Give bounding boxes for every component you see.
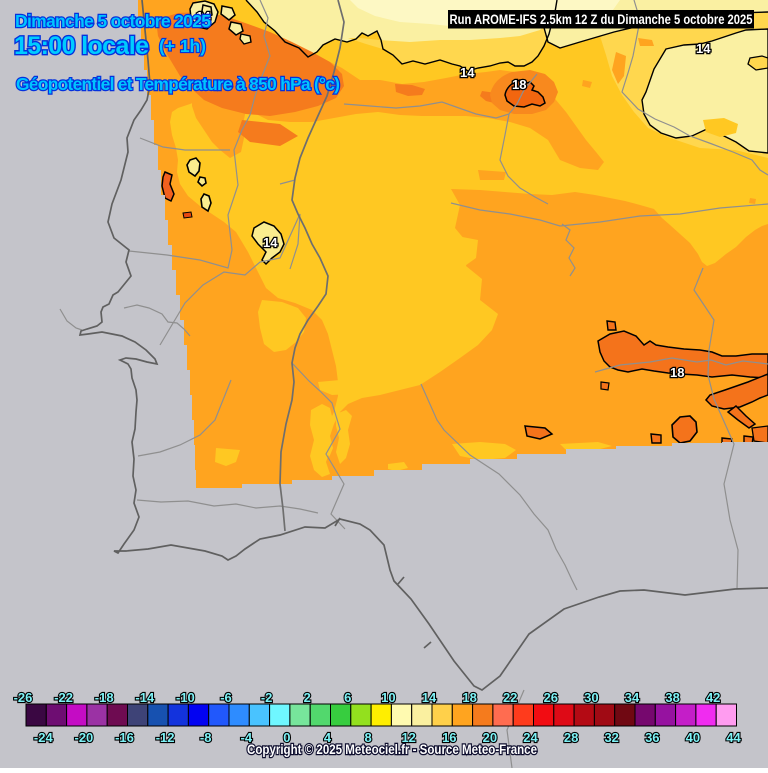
svg-text:6: 6 <box>344 690 351 705</box>
svg-text:38: 38 <box>665 690 679 705</box>
svg-text:-14: -14 <box>135 690 155 705</box>
svg-text:0: 0 <box>283 730 290 745</box>
svg-text:-18: -18 <box>95 690 114 705</box>
svg-text:18: 18 <box>462 690 476 705</box>
svg-text:20: 20 <box>483 730 497 745</box>
svg-text:-26: -26 <box>14 690 33 705</box>
svg-text:-10: -10 <box>176 690 195 705</box>
svg-text:-24: -24 <box>34 730 54 745</box>
svg-text:28: 28 <box>564 730 578 745</box>
svg-text:-8: -8 <box>200 730 212 745</box>
svg-text:-22: -22 <box>54 690 73 705</box>
svg-text:Dimanche 5 octobre 2025: Dimanche 5 octobre 2025 <box>15 11 211 31</box>
svg-text:30: 30 <box>584 690 598 705</box>
svg-text:22: 22 <box>503 690 517 705</box>
svg-text:42: 42 <box>706 690 720 705</box>
svg-text:2: 2 <box>304 690 311 705</box>
svg-text:14: 14 <box>460 65 475 80</box>
svg-text:-6: -6 <box>220 690 232 705</box>
svg-text:Copyright © 2025 Meteociel.fr: Copyright © 2025 Meteociel.fr - Source M… <box>247 742 537 757</box>
svg-text:44: 44 <box>726 730 741 745</box>
svg-text:15:00 locale: 15:00 locale <box>14 32 149 60</box>
svg-text:12: 12 <box>401 730 415 745</box>
svg-text:10: 10 <box>381 690 395 705</box>
svg-text:8: 8 <box>364 730 371 745</box>
svg-text:24: 24 <box>523 730 538 745</box>
svg-text:32: 32 <box>604 730 618 745</box>
svg-text:18: 18 <box>670 365 684 380</box>
svg-text:16: 16 <box>442 730 456 745</box>
svg-text:18: 18 <box>512 77 526 92</box>
svg-text:Géopotentiel et Température à: Géopotentiel et Température à 850 hPa (°… <box>16 74 340 94</box>
svg-text:14: 14 <box>196 9 211 24</box>
svg-text:-16: -16 <box>115 730 134 745</box>
svg-text:-4: -4 <box>241 730 253 745</box>
svg-text:4: 4 <box>324 730 332 745</box>
svg-text:34: 34 <box>625 690 640 705</box>
svg-text:26: 26 <box>544 690 558 705</box>
svg-text:36: 36 <box>645 730 659 745</box>
svg-text:14: 14 <box>422 690 437 705</box>
svg-text:40: 40 <box>686 730 700 745</box>
svg-text:Run AROME-IFS 2.5km 12 Z du Di: Run AROME-IFS 2.5km 12 Z du Dimanche 5 o… <box>450 12 753 27</box>
svg-text:-2: -2 <box>261 690 273 705</box>
svg-text:(+ 1h): (+ 1h) <box>159 36 206 56</box>
svg-text:-20: -20 <box>75 730 94 745</box>
svg-text:-12: -12 <box>156 730 175 745</box>
svg-text:14: 14 <box>696 41 711 56</box>
svg-text:14: 14 <box>263 235 278 250</box>
